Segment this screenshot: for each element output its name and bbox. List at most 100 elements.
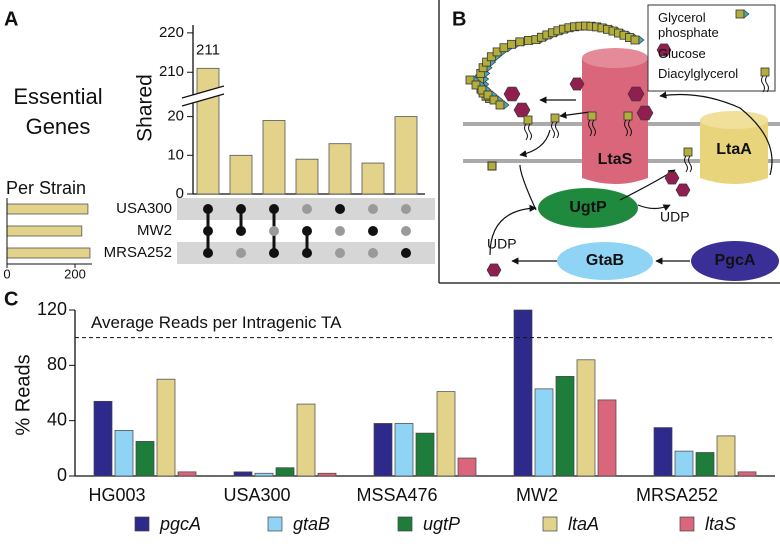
bar bbox=[695, 452, 715, 477]
charts: 0 10 20 210 220 Shared 211 USA300 MW2 MRSA252 Per … bbox=[3, 24, 775, 534]
diacylglycerol bbox=[587, 111, 597, 121]
x-tick-label: 0 bbox=[3, 266, 10, 281]
glucose bbox=[503, 86, 521, 102]
panel-label: A bbox=[4, 8, 18, 30]
matrix-dot bbox=[401, 204, 411, 214]
bar bbox=[6, 203, 89, 215]
bar bbox=[394, 116, 418, 195]
panel-label: B bbox=[452, 8, 466, 30]
legend-label: Glucose bbox=[658, 46, 706, 61]
pathway-diagram: LtaS LtaA UgtP GtaB PgcA UDP UDP bbox=[463, 4, 780, 281]
bar bbox=[328, 143, 352, 195]
y-tick-label: 0 bbox=[176, 185, 184, 202]
matrix-dot bbox=[203, 248, 213, 258]
legend-swatch bbox=[134, 516, 150, 532]
diacylglycerol bbox=[623, 111, 633, 121]
node-label: PgcA bbox=[715, 252, 756, 269]
bar bbox=[415, 432, 435, 477]
x-tick-label: MW2 bbox=[516, 485, 558, 505]
bar bbox=[156, 378, 176, 477]
bar bbox=[513, 309, 533, 477]
glycerol-phosphate bbox=[495, 100, 505, 110]
matrix-dot bbox=[401, 226, 411, 236]
udp-label: UDP bbox=[487, 236, 517, 252]
node-label: GtaB bbox=[586, 252, 624, 269]
glucose bbox=[627, 86, 645, 102]
matrix-dot bbox=[236, 226, 246, 236]
bar bbox=[229, 154, 253, 195]
x-tick-label: HG003 bbox=[88, 485, 145, 505]
diacylglycerol bbox=[683, 147, 693, 157]
glycerol-phosphate bbox=[735, 9, 745, 19]
diacylglycerol bbox=[487, 161, 497, 171]
panel-label: C bbox=[4, 288, 18, 310]
x-tick-label: 200 bbox=[64, 266, 86, 281]
matrix-dot bbox=[269, 248, 279, 258]
y-tick-label: 210 bbox=[159, 63, 184, 80]
glycerol-phosphate bbox=[499, 43, 509, 53]
arrow bbox=[637, 204, 671, 212]
y-tick-label: 0 bbox=[57, 465, 67, 485]
bar bbox=[6, 225, 83, 237]
matrix-dot bbox=[368, 226, 378, 236]
legend-label: ltaS bbox=[705, 514, 736, 534]
udp-label: UDP bbox=[660, 209, 690, 225]
bar bbox=[295, 158, 319, 195]
glucose bbox=[569, 77, 585, 91]
bar bbox=[177, 471, 197, 477]
bar bbox=[394, 423, 414, 477]
bar bbox=[93, 400, 113, 477]
legend-label: ltaA bbox=[568, 514, 599, 534]
bar bbox=[716, 435, 736, 477]
chart-title: Per Strain bbox=[6, 178, 86, 198]
matrix-dot bbox=[302, 226, 312, 236]
node-label: LtaA bbox=[716, 141, 752, 158]
lipid-tail bbox=[761, 75, 769, 93]
bar bbox=[296, 403, 316, 477]
y-axis-label: % Reads bbox=[12, 354, 34, 435]
axis-break-line bbox=[181, 85, 225, 99]
glucose bbox=[656, 43, 672, 57]
matrix-dot bbox=[203, 204, 213, 214]
bar bbox=[653, 427, 673, 477]
y-tick-label: 40 bbox=[47, 409, 67, 429]
legend-label: Diacylglycerol bbox=[658, 66, 739, 81]
arrow bbox=[519, 164, 537, 211]
bar bbox=[114, 430, 134, 477]
ltas-protein bbox=[582, 52, 648, 184]
lipid-tail bbox=[524, 123, 532, 141]
x-tick-label: MRSA252 bbox=[636, 485, 718, 505]
glycerol-phosphate-tip bbox=[638, 35, 645, 45]
glycerol-phosphate bbox=[515, 37, 525, 47]
bar bbox=[361, 162, 385, 195]
ugtp-node bbox=[538, 188, 638, 228]
bar bbox=[436, 391, 456, 477]
lipid-tail bbox=[588, 119, 596, 137]
y-tick-label: 20 bbox=[167, 108, 184, 125]
glucose bbox=[513, 102, 531, 118]
legend-swatch bbox=[397, 516, 413, 532]
legend-label: pgcA bbox=[159, 514, 201, 534]
x-tick-label: MSSA476 bbox=[356, 485, 437, 505]
bar bbox=[597, 399, 617, 477]
bar bbox=[576, 359, 596, 477]
bar bbox=[373, 423, 393, 477]
glycerol-phosphate-tip bbox=[503, 100, 510, 110]
chart-title: Essential Genes bbox=[13, 84, 103, 139]
bar bbox=[534, 388, 554, 477]
bar bbox=[674, 450, 694, 477]
bar bbox=[737, 471, 757, 477]
axis-break bbox=[182, 86, 224, 106]
arrow bbox=[659, 91, 773, 176]
matrix-dot bbox=[368, 204, 378, 214]
x-tick-label: USA300 bbox=[223, 485, 290, 505]
glucose bbox=[664, 171, 680, 185]
lipid-tail bbox=[684, 155, 692, 173]
diacylglycerol bbox=[760, 67, 770, 77]
bar bbox=[317, 472, 337, 477]
glucose bbox=[486, 263, 502, 277]
legend-swatch bbox=[267, 516, 283, 532]
lipid-tail bbox=[551, 121, 559, 139]
legend-swatch bbox=[679, 516, 695, 532]
